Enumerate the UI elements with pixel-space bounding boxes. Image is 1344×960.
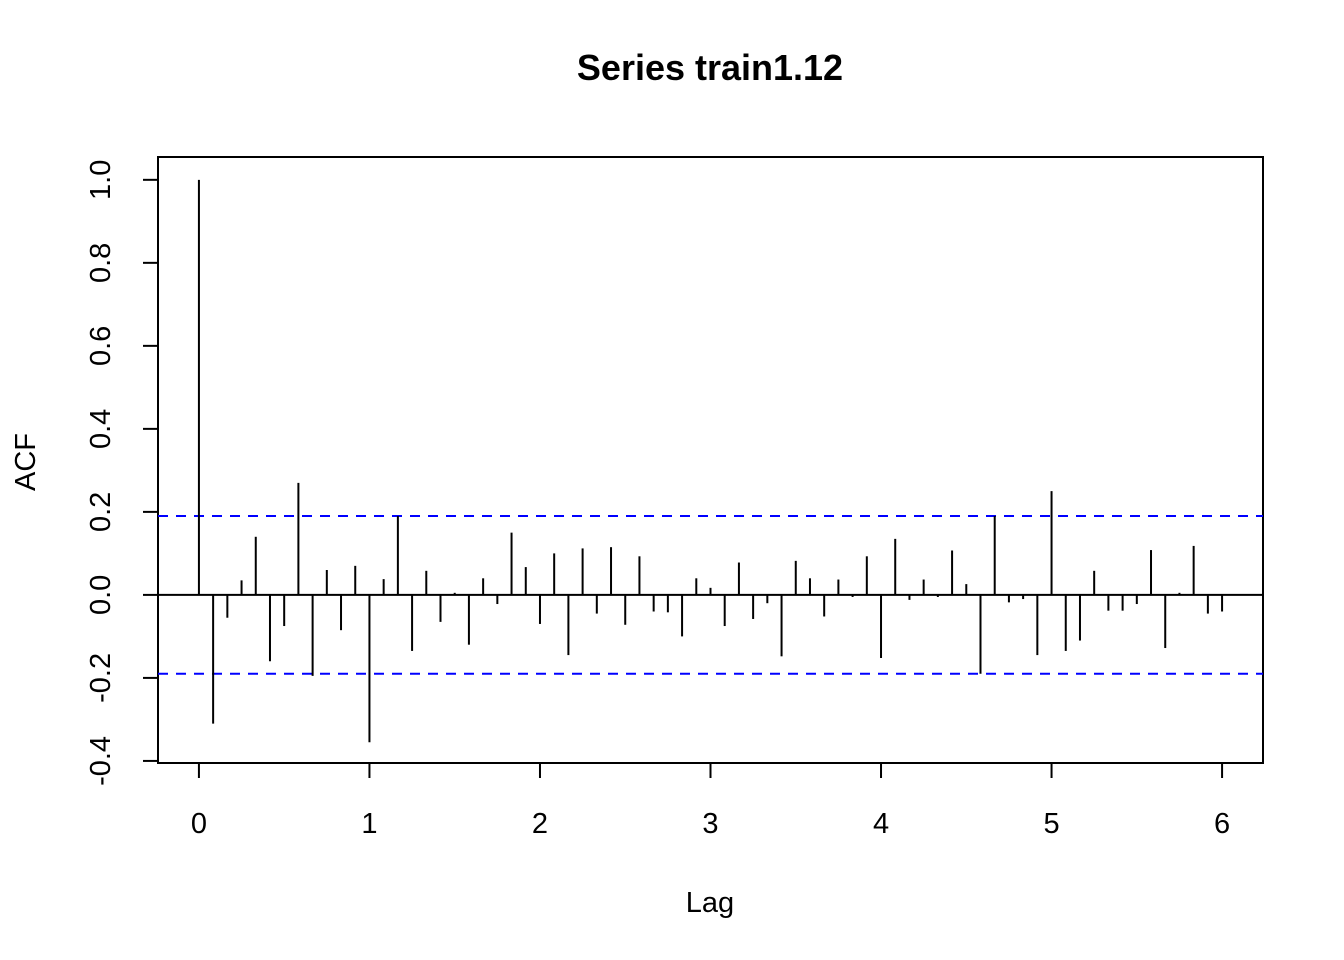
plot-layer: 0 1 2 3 4 5 6 -0.4 -0.2 0.0 0.2 0.4 0.6 0.8 1.0 [85,160,1263,840]
x-tick-label: 0 [191,808,207,840]
x-tick-label: 4 [873,808,889,840]
x-tick-label: 2 [532,808,548,840]
y-axis-label: ACF [10,433,42,491]
x-tick-label: 3 [702,808,718,840]
y-tick-label: -0.4 [85,736,117,786]
chart-title: Series train1.12 [577,47,843,88]
y-tick-label: 0.4 [85,409,117,449]
y-tick-label: 0.0 [85,575,117,615]
x-axis-label: Lag [686,887,734,919]
y-tick-label: 1.0 [85,160,117,200]
y-tick-label: 0.6 [85,326,117,366]
x-tick-label: 6 [1214,808,1230,840]
x-tick-label: 1 [361,808,377,840]
x-tick-label: 5 [1043,808,1059,840]
y-tick-label: 0.2 [85,492,117,532]
y-tick-label: 0.8 [85,243,117,283]
plot-frame [157,156,1264,764]
y-tick-label: -0.2 [85,653,117,703]
